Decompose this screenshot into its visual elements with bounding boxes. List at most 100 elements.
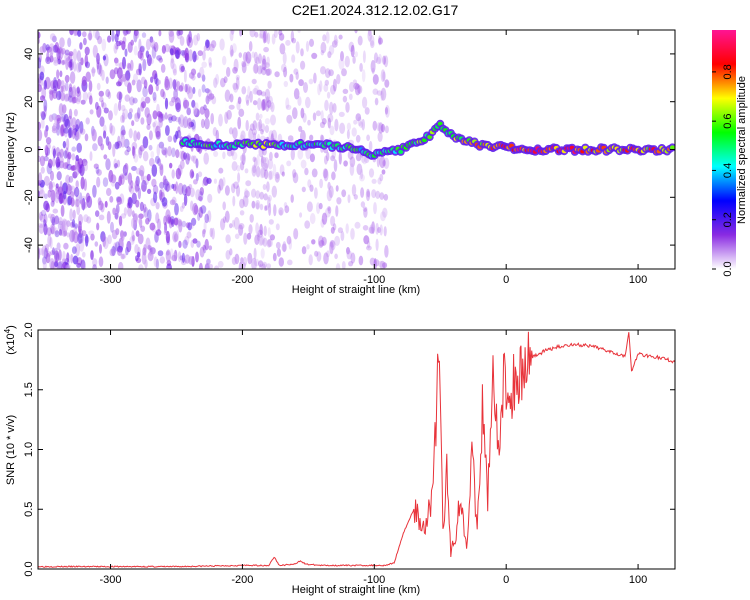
noise-speck bbox=[63, 93, 70, 102]
noise-speck bbox=[71, 96, 77, 104]
noise-speck bbox=[57, 261, 63, 269]
noise-speck bbox=[231, 219, 235, 228]
noise-speck bbox=[89, 95, 93, 105]
noise-speck bbox=[187, 153, 191, 161]
noise-speck bbox=[110, 175, 116, 187]
noise-speck bbox=[361, 118, 366, 131]
noise-speck bbox=[332, 223, 337, 231]
noise-speck bbox=[325, 207, 331, 218]
noise-speck bbox=[158, 117, 163, 128]
noise-speck bbox=[264, 62, 271, 68]
noise-speck bbox=[351, 184, 357, 197]
noise-speck bbox=[208, 93, 215, 100]
noise-speck bbox=[67, 37, 72, 48]
noise-speck bbox=[341, 189, 347, 198]
noise-speck bbox=[49, 33, 56, 41]
noise-speck bbox=[371, 67, 375, 75]
noise-speck bbox=[142, 151, 149, 162]
noise-speck bbox=[305, 40, 310, 52]
noise-speck bbox=[384, 245, 389, 258]
noise-speck bbox=[77, 30, 82, 37]
noise-speck bbox=[180, 50, 186, 56]
noise-speck bbox=[324, 68, 331, 79]
noise-speck bbox=[286, 160, 292, 167]
noise-speck bbox=[167, 146, 172, 157]
noise-speck bbox=[366, 190, 370, 198]
noise-speck bbox=[75, 243, 80, 257]
noise-speck bbox=[52, 157, 56, 167]
noise-speck bbox=[46, 143, 51, 150]
noise-speck bbox=[376, 56, 381, 65]
noise-speck bbox=[71, 246, 77, 255]
noise-speck bbox=[206, 258, 211, 265]
noise-speck bbox=[70, 58, 74, 71]
noise-speck bbox=[86, 216, 92, 224]
noise-speck bbox=[220, 77, 226, 88]
noise-speck bbox=[116, 246, 123, 256]
noise-speck bbox=[131, 141, 138, 150]
noise-speck bbox=[210, 113, 214, 125]
noise-speck bbox=[283, 80, 288, 88]
noise-speck bbox=[61, 60, 65, 66]
noise-speck bbox=[232, 195, 236, 207]
noise-speck bbox=[377, 177, 382, 185]
noise-speck bbox=[67, 185, 73, 192]
noise-speck bbox=[302, 112, 307, 123]
noise-speck bbox=[43, 175, 50, 186]
noise-speck bbox=[126, 240, 132, 253]
noise-speck bbox=[58, 192, 64, 205]
noise-speck bbox=[226, 109, 232, 120]
noise-speck bbox=[260, 123, 266, 133]
noise-speck bbox=[251, 128, 258, 136]
noise-speck bbox=[67, 127, 72, 139]
noise-speck bbox=[108, 110, 113, 121]
noise-speck bbox=[380, 123, 385, 133]
noise-speck bbox=[106, 187, 112, 197]
noise-speck bbox=[239, 154, 246, 162]
noise-speck bbox=[322, 168, 328, 179]
noise-speck bbox=[353, 194, 358, 200]
noise-speck bbox=[125, 163, 129, 173]
noise-speck bbox=[251, 200, 256, 209]
noise-speck bbox=[135, 168, 142, 175]
noise-speck bbox=[92, 258, 98, 267]
noise-speck bbox=[109, 69, 116, 80]
noise-speck bbox=[202, 50, 206, 61]
noise-speck bbox=[261, 99, 266, 111]
noise-speck bbox=[233, 82, 239, 93]
noise-speck bbox=[59, 194, 63, 201]
noise-speck bbox=[378, 260, 384, 268]
noise-speck bbox=[204, 108, 210, 119]
noise-speck bbox=[61, 262, 67, 269]
noise-speck bbox=[320, 50, 324, 56]
noise-speck bbox=[128, 183, 132, 193]
noise-speck bbox=[58, 47, 64, 60]
noise-speck bbox=[382, 262, 388, 269]
noise-speck bbox=[139, 145, 145, 152]
noise-speck bbox=[211, 96, 217, 105]
noise-speck bbox=[336, 197, 342, 205]
noise-speck bbox=[198, 206, 203, 218]
noise-speck bbox=[363, 235, 370, 245]
noise-speck bbox=[76, 50, 82, 62]
noise-speck bbox=[351, 127, 357, 137]
noise-speck bbox=[203, 220, 207, 233]
noise-speck bbox=[237, 96, 242, 105]
noise-speck bbox=[266, 56, 270, 66]
noise-speck bbox=[215, 129, 219, 141]
noise-speck bbox=[107, 35, 112, 43]
noise-speck bbox=[215, 73, 220, 85]
noise-speck bbox=[379, 192, 385, 200]
noise-speck bbox=[132, 146, 136, 159]
noise-speck bbox=[241, 61, 247, 74]
noise-speck bbox=[334, 235, 340, 246]
noise-speck bbox=[378, 122, 384, 134]
noise-speck bbox=[123, 207, 128, 216]
noise-speck bbox=[138, 147, 143, 159]
noise-speck bbox=[85, 117, 90, 125]
noise-speck bbox=[234, 253, 240, 265]
bottom-x-ticks: -300 -200 -100 0 100 bbox=[100, 330, 647, 586]
noise-speck bbox=[255, 56, 260, 65]
noise-speck bbox=[295, 41, 300, 54]
